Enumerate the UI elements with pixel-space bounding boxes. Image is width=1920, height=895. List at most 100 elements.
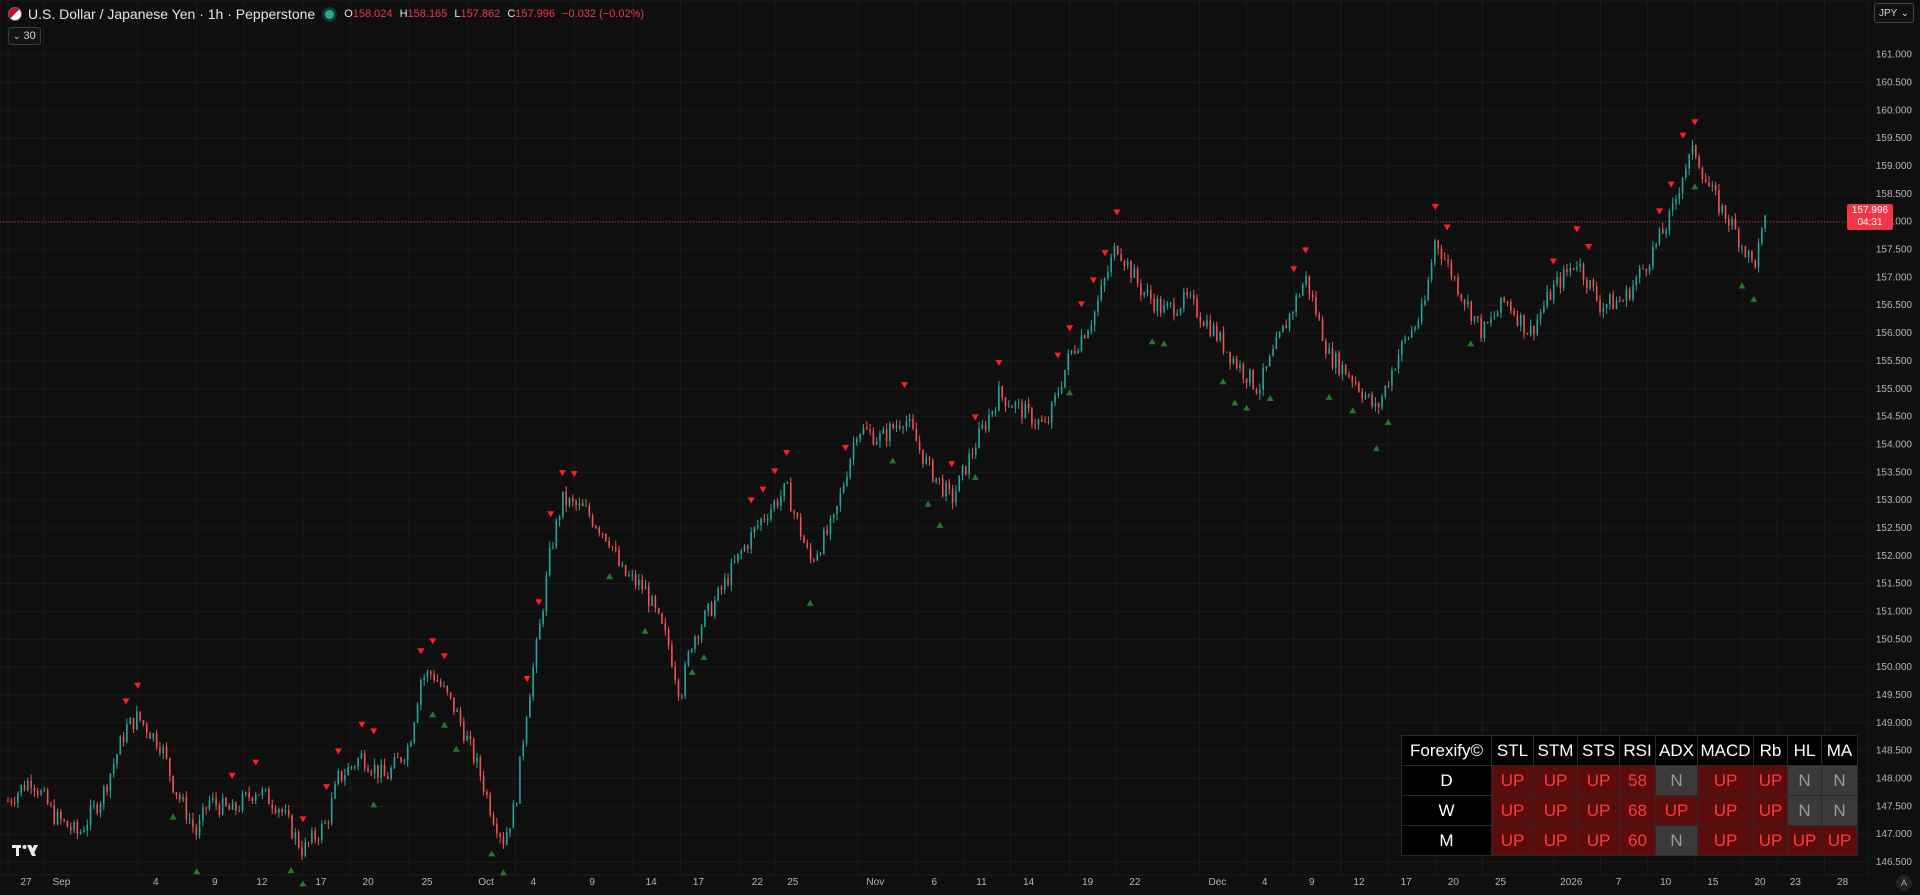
candle-body [231,802,234,811]
candle-body [215,797,217,806]
candle-body [608,540,610,547]
sell-signal-icon [1691,119,1699,126]
candle-body [271,804,274,809]
candle-body [1678,193,1681,200]
candle-body [1510,301,1512,311]
candle-body [928,457,931,460]
indicator-toggle[interactable]: ⌄ 30 [8,27,41,45]
candle-body [56,811,59,825]
candle-body [1298,295,1301,297]
sell-signal-icon [358,721,366,728]
candle-body [30,780,32,788]
candle-body [172,775,174,793]
tradingview-logo-icon[interactable] [12,843,38,857]
candle-body [1457,277,1459,295]
chevron-down-icon: ⌄ [13,30,21,41]
candle-body [991,410,994,415]
market-status-icon[interactable] [325,9,335,19]
time-tick-label: 11 [976,877,987,888]
bar-countdown: 04:31 [1857,217,1883,228]
buy-signal-icon [1243,404,1251,411]
candle-body [1685,168,1687,178]
candle-body [463,722,465,741]
candle-body [948,482,951,489]
candle-body [1001,386,1003,398]
candle-body [502,836,505,845]
time-tick-label: 2026 [1560,877,1583,888]
table-cell: UP [1697,795,1754,826]
candle-body [350,766,353,768]
price-tick-label: 161.000 [1876,50,1913,61]
candle-body [106,786,108,792]
candle-body [251,797,254,801]
buy-signal-icon [1066,389,1074,396]
candle-body [694,636,696,649]
candle-body [951,488,954,503]
candle-body [898,425,901,429]
time-tick-label: 4 [530,877,536,888]
candle-body [1519,314,1522,326]
candle-body [1661,228,1664,234]
candle-body [1576,267,1578,270]
table-cell: UP [1655,795,1698,826]
candle-body [1338,353,1340,375]
price-tick-label: 156.000 [1876,328,1913,339]
candle-body [770,509,772,520]
candle-body [747,545,749,549]
candle-body [740,551,743,554]
low-value: 157.862 [460,8,501,20]
candle-body [671,645,673,667]
candle-body [1077,350,1079,354]
candle-body [882,429,885,434]
row-label: M [1401,825,1492,856]
candle-body [710,603,713,616]
symbol-title[interactable]: U.S. Dollar / Japanese Yen · 1h · Pepper… [28,6,316,22]
candle-body [581,503,584,507]
forexify-table: Forexify© STL STM STS RSI ADX MACD Rb HL… [1401,735,1858,856]
candle-body [1486,322,1489,324]
candle-body [793,511,795,513]
price-tick-label: 149.000 [1876,718,1913,729]
candle-body [1632,285,1634,300]
candle-body [1737,229,1740,248]
close-value: 157.996 [515,8,556,20]
candle-body [988,414,990,430]
chevron-down-icon: ⌄ [1900,7,1909,19]
buy-signal-icon [299,880,307,887]
candle-body [1549,291,1552,300]
candle-body [1034,424,1037,426]
time-tick-label: 22 [752,877,764,888]
candle-body [704,610,706,627]
candle-body [337,770,340,784]
candle-body [1242,364,1245,379]
candle-body [205,807,207,809]
candle-body [598,527,601,534]
candle-body [789,482,792,512]
candle-body [1579,263,1581,268]
candle-body [439,681,442,687]
table-cell: UP [1577,765,1620,796]
candle-body [806,542,809,548]
candle-body [1268,355,1271,367]
buy-signal-icon [452,745,460,752]
buy-signal-icon [1325,393,1333,400]
candle-body [178,794,181,800]
candle-body [79,832,82,834]
price-tick-label: 155.500 [1876,356,1913,367]
candle-body [1301,284,1304,296]
candle-body [1083,335,1086,339]
col-stm: STM [1533,735,1578,766]
candle-body [211,797,214,801]
autoscale-button[interactable]: A [1896,875,1912,891]
currency-button[interactable]: JPY ⌄ [1874,3,1914,23]
candle-body [1199,316,1202,323]
candle-body [1467,301,1469,305]
candle-body [1262,368,1264,390]
sell-signal-icon [429,638,437,645]
candle-body [614,546,617,550]
candle-body [1417,321,1420,328]
candle-body [605,533,607,541]
sell-signal-icon [1077,301,1085,308]
candle-body [1665,230,1667,234]
